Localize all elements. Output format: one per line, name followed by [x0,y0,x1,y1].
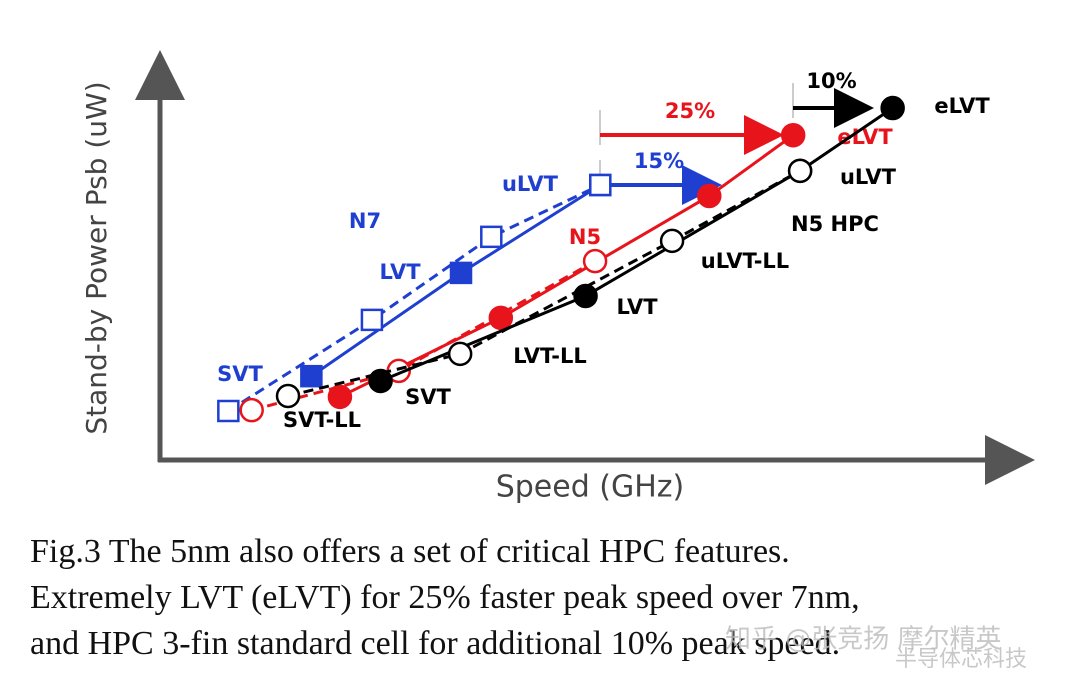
marker [480,225,503,249]
point-label: SVT-LL [283,408,361,432]
series-label: N7 [349,209,381,233]
marker [368,368,393,394]
point-label: SVT [405,385,451,409]
marker [780,122,806,148]
annotation: 25% [665,99,715,123]
marker [300,364,323,388]
point-label: uLVT-LL [701,249,789,273]
point-label: eLVT [934,94,990,118]
caption-line: and HPC 3-fin standard cell for addition… [30,625,840,662]
x-axis-label: Speed (GHz) [496,470,685,505]
marker [787,158,813,184]
annotation: 15% [634,149,684,173]
point-label: uLVT [840,165,897,189]
marker [573,283,598,309]
marker [327,384,353,410]
point-label: LVT-LL [513,344,586,368]
series-label: N5 HPC [791,212,879,236]
y-axis-label: Stand-by Power Psb (uW) [80,81,113,434]
marker [449,261,473,285]
watermark: 半导体芯科技 [895,647,1027,672]
point-label: LVT [616,295,658,319]
marker [697,183,722,209]
caption-line: Extremely LVT (eLVT) for 25% faster peak… [30,579,860,616]
point-label: LVT [379,260,421,284]
point-label: uLVT [502,172,559,196]
caption-line: Fig.3 The 5nm also offers a set of criti… [30,533,790,570]
point-label: SVT [217,362,263,386]
series-line [287,169,801,398]
series-line [380,106,894,383]
marker [659,228,685,254]
series-line [227,183,601,413]
marker [275,383,301,409]
marker [360,308,384,332]
marker [217,399,240,423]
watermark: 知乎 @张竞扬 摩尔精英 [725,625,1002,655]
marker [880,95,905,121]
series-label: N5 [569,225,601,249]
marker [239,397,264,423]
point-label: eLVT [837,125,893,149]
marker [582,248,608,274]
annotation: 10% [806,69,856,93]
marker [589,173,612,197]
marker [447,341,473,367]
